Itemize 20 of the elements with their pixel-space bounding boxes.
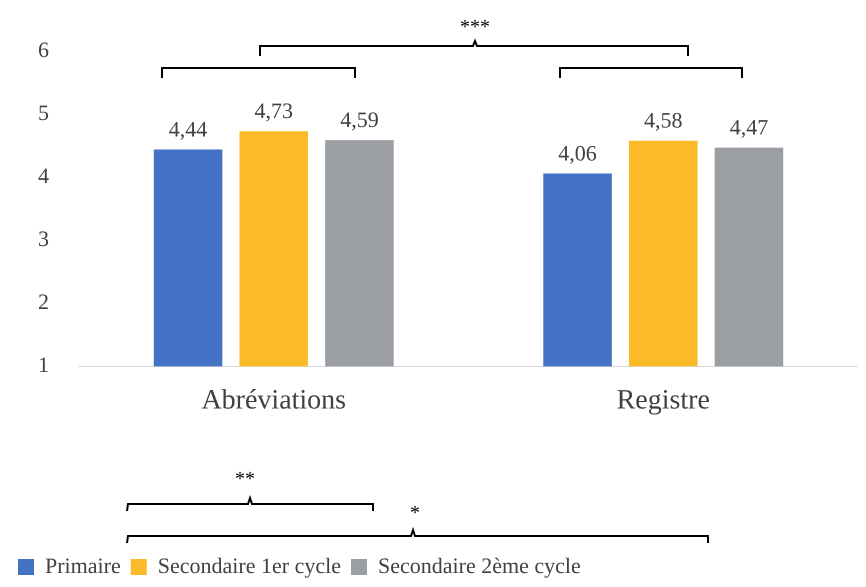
y-tick-label: 4 xyxy=(38,163,49,188)
data-label: 4,44 xyxy=(168,116,208,142)
legend-label: Secondaire 2ème cycle xyxy=(378,552,581,578)
data-label: 4,59 xyxy=(340,106,379,132)
text: * xyxy=(409,502,421,525)
y-tick-label: 3 xyxy=(38,226,49,252)
data-label: 4,73 xyxy=(254,98,293,124)
x-tick-label: Registre xyxy=(616,384,710,416)
legend-label: Secondaire 1er cycle xyxy=(158,552,341,578)
data-label: 4,47 xyxy=(730,114,768,140)
text: *** xyxy=(459,16,491,39)
y-tick-label: 2 xyxy=(38,289,49,314)
y-tick-label: 1 xyxy=(38,352,49,378)
data-label: 4,06 xyxy=(558,140,597,166)
data-label: 4,58 xyxy=(644,108,682,132)
text: ** xyxy=(234,468,256,491)
x-tick-label: Abréviations xyxy=(201,384,346,416)
y-tick-label: 5 xyxy=(38,100,49,126)
y-tick-label: 6 xyxy=(38,36,49,62)
legend-label: Primaire xyxy=(45,552,121,578)
